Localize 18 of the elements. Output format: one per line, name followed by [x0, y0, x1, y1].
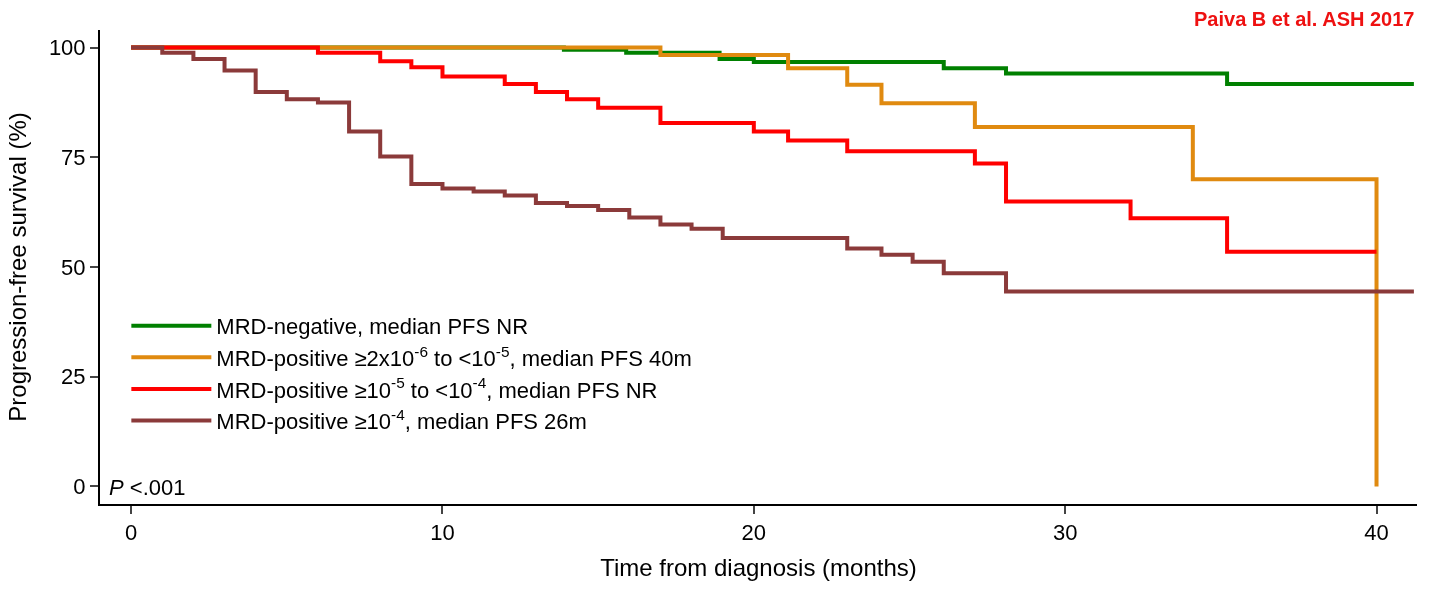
x-tick-label: 20: [741, 520, 767, 546]
x-tick-label: 10: [430, 520, 455, 546]
y-axis-title: Progression-free survival (%): [4, 112, 32, 422]
x-tick-label: 40: [1364, 520, 1389, 546]
legend-label: MRD-positive ≥10$^{-4}$, median PFS 26m: [216, 405, 587, 435]
y-tick-label: 25: [61, 364, 86, 390]
y-tick-label: 75: [61, 144, 86, 170]
legend-label: MRD-negative, median PFS NR: [216, 314, 529, 340]
x-tick-label: 30: [1052, 520, 1078, 546]
legend-label: MRD-positive ≥2x10$^{-6}$ to <10$^{-5}$, median PFS 40m: [216, 342, 692, 371]
y-tick-label: 100: [48, 35, 86, 61]
text: Paiva B et al. ASH 2017: [1194, 8, 1415, 30]
x-axis-title: Time from diagnosis (months): [600, 554, 917, 582]
annotation: P <.001: [109, 475, 186, 500]
x-tick-label: 0: [125, 520, 138, 546]
legend-label: MRD-positive ≥10$^{-5}$ to <10$^{-4}$, median PFS NR: [216, 374, 658, 403]
y-tick-label: 50: [61, 254, 86, 280]
y-tick-label: 0: [73, 474, 86, 500]
